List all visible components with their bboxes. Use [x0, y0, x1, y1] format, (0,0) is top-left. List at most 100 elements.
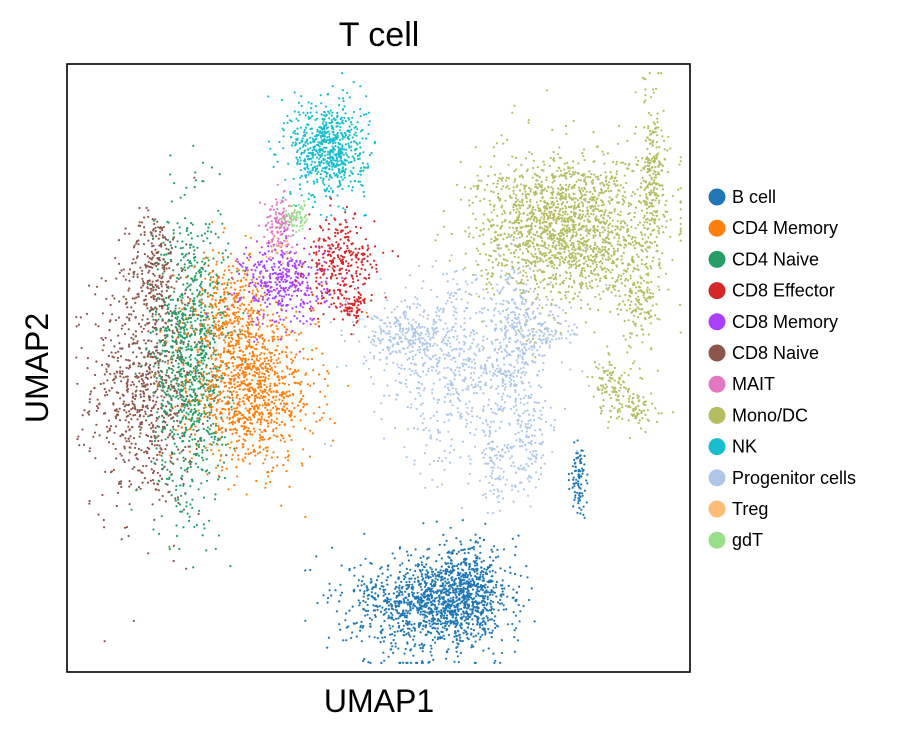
cell-point	[156, 385, 159, 388]
cell-point	[247, 327, 250, 330]
cell-point	[301, 145, 304, 148]
cell-point	[225, 362, 228, 365]
cell-point	[203, 445, 206, 448]
cell-point	[89, 393, 92, 396]
cell-point	[311, 307, 314, 310]
cell-point	[248, 462, 251, 465]
cell-point	[270, 421, 273, 424]
cell-point	[250, 336, 253, 339]
cell-point	[244, 336, 247, 339]
cell-point	[343, 176, 346, 179]
cell-point	[126, 378, 129, 381]
cell-point	[127, 313, 131, 316]
cell-point	[238, 272, 241, 275]
cell-point	[330, 275, 333, 278]
cell-point	[300, 174, 303, 178]
cell-point	[200, 266, 203, 269]
cell-point	[353, 180, 356, 183]
cell-point	[311, 349, 314, 352]
cell-point	[183, 370, 186, 373]
cell-point	[149, 439, 152, 443]
cell-point	[122, 394, 125, 397]
cell-point	[254, 281, 257, 285]
cell-point	[283, 219, 287, 222]
cell-point	[193, 176, 196, 179]
cell-point	[222, 273, 225, 276]
cell-point	[112, 402, 115, 405]
cell-point	[316, 172, 319, 175]
cell-point	[221, 465, 224, 469]
cell-point	[227, 265, 230, 268]
cell-point	[318, 262, 321, 265]
cell-point	[112, 356, 115, 359]
cell-point	[231, 303, 235, 306]
cell-point	[151, 280, 154, 283]
cell-point	[184, 356, 187, 359]
cell-point	[183, 435, 186, 438]
cell-point	[140, 471, 143, 474]
cell-point	[312, 369, 315, 372]
cell-point	[209, 389, 212, 392]
cell-point	[277, 357, 280, 360]
cell-point	[211, 452, 215, 456]
cell-point	[261, 287, 264, 290]
cell-point	[264, 482, 267, 485]
cell-point	[233, 421, 237, 424]
cell-point	[131, 262, 134, 265]
cell-point	[116, 359, 119, 362]
cell-point	[189, 363, 192, 366]
cell-point	[322, 162, 325, 165]
cell-point	[361, 263, 364, 266]
cell-point	[171, 435, 174, 438]
cell-point	[213, 413, 217, 416]
cell-point	[259, 284, 262, 287]
cell-point	[272, 313, 275, 316]
cell-point	[211, 306, 214, 309]
cell-point	[260, 308, 263, 311]
cell-point	[151, 424, 155, 427]
cell-point	[152, 394, 155, 397]
cell-point	[187, 345, 190, 348]
cell-point	[160, 277, 163, 280]
cell-point	[301, 282, 304, 285]
cell-point	[217, 209, 220, 212]
cell-point	[284, 290, 287, 293]
cell-point	[154, 403, 157, 406]
cell-point	[189, 373, 192, 376]
cell-point	[189, 465, 192, 469]
cell-point	[212, 432, 215, 435]
cell-point	[323, 118, 326, 121]
cell-point	[288, 485, 291, 488]
cell-point	[341, 258, 344, 261]
cell-point	[269, 409, 272, 412]
cell-point	[159, 280, 162, 283]
cell-point	[280, 309, 283, 312]
cell-point	[152, 294, 155, 297]
cell-point	[169, 432, 172, 435]
cell-point	[221, 408, 224, 411]
cell-point	[207, 431, 210, 434]
cell-point	[142, 282, 145, 285]
cell-point	[181, 394, 184, 397]
cell-point	[306, 289, 309, 292]
cell-point	[209, 284, 212, 287]
cell-point	[217, 320, 220, 323]
cell-point	[271, 268, 274, 271]
cell-point	[357, 251, 360, 254]
cell-point	[289, 277, 293, 280]
cell-point	[179, 310, 182, 313]
cell-point	[239, 304, 242, 307]
cell-point	[269, 286, 272, 289]
cell-point	[183, 423, 187, 426]
cell-point	[281, 399, 284, 402]
cell-point	[152, 457, 155, 460]
cell-point	[334, 247, 337, 250]
cell-point	[169, 258, 172, 261]
cell-point	[247, 321, 250, 325]
cell-point	[336, 282, 339, 285]
cell-point	[350, 264, 353, 267]
cell-point	[323, 288, 326, 291]
cell-point	[128, 451, 131, 454]
cell-point	[352, 280, 355, 284]
cell-point	[195, 523, 198, 527]
